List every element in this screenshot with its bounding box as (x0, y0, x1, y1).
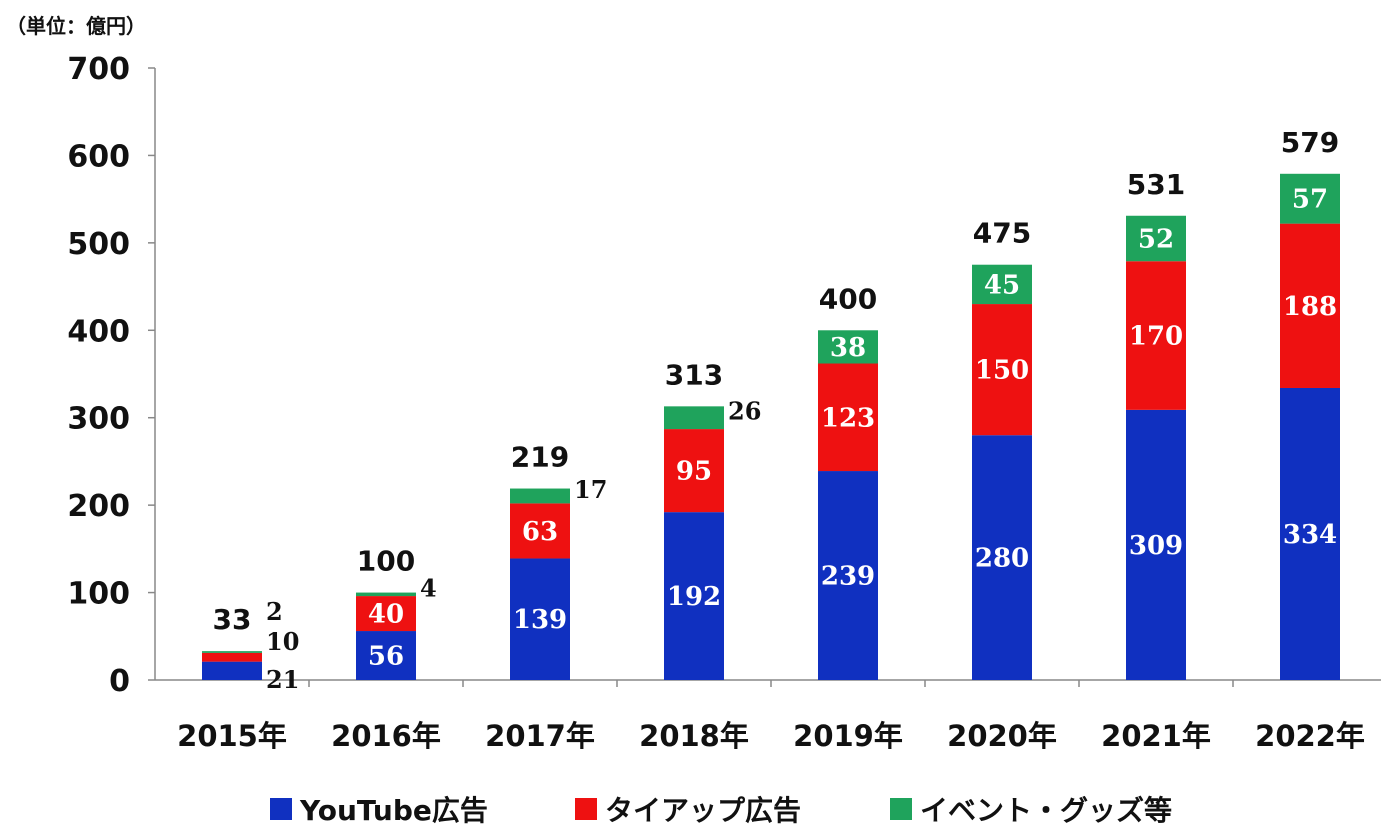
y-tick-label: 500 (67, 227, 130, 262)
bar-segment (818, 363, 878, 472)
legend-label: YouTube広告 (299, 794, 488, 827)
bar-segment (356, 596, 416, 632)
segment-value-label: 52 (1138, 224, 1174, 254)
bar-segment (664, 429, 724, 513)
segment-value-label: 170 (1129, 322, 1183, 352)
bar-segment (1126, 409, 1186, 680)
y-tick-label: 200 (67, 489, 130, 524)
total-label: 475 (973, 217, 1031, 250)
segment-value-label: 95 (676, 457, 712, 487)
segment-value-label: 17 (574, 475, 607, 504)
segment-value-label: 10 (266, 627, 299, 656)
segment-value-label: 56 (368, 642, 404, 672)
bar-segment (1126, 215, 1186, 262)
segment-value-label: 38 (830, 333, 866, 363)
bar-segment (202, 652, 262, 662)
bar-segment (202, 661, 262, 680)
bar-segment (1280, 387, 1340, 680)
segment-value-label: 192 (667, 582, 721, 612)
bar-segment (510, 558, 570, 680)
legend: YouTube広告 タイアップ広告 イベント・グッズ等 (270, 794, 1172, 827)
y-tick-label: 100 (67, 577, 130, 612)
bar-segment (202, 651, 262, 653)
bar-segment (818, 330, 878, 364)
segment-value-label: 4 (420, 573, 437, 602)
legend-swatch (575, 798, 597, 820)
x-tick-label: 2017年 (485, 719, 595, 753)
segment-value-label: 188 (1283, 292, 1337, 322)
y-tick-label: 700 (67, 52, 130, 87)
bar-segment (510, 488, 570, 504)
total-label: 313 (665, 358, 723, 391)
bar-segment (664, 406, 724, 430)
bar-segment (1126, 261, 1186, 410)
legend-swatch (270, 798, 292, 820)
y-tick-label: 300 (67, 402, 130, 437)
segment-value-label: 21 (266, 665, 299, 694)
legend-label: タイアップ広告 (605, 794, 801, 827)
segment-value-label: 63 (522, 517, 558, 547)
bar-segment (356, 631, 416, 680)
total-label: 33 (213, 603, 252, 636)
total-label: 400 (819, 282, 877, 315)
total-label: 579 (1281, 126, 1339, 159)
total-label: 100 (357, 545, 415, 578)
bar-segment (356, 592, 416, 597)
x-tick-label: 2016年 (331, 719, 441, 753)
segment-value-label: 57 (1292, 185, 1328, 215)
legend-swatch (890, 798, 912, 820)
segment-value-label: 150 (975, 356, 1029, 386)
x-tick-label: 2019年 (793, 719, 903, 753)
segment-value-label: 280 (975, 544, 1029, 574)
segment-value-label: 239 (821, 562, 875, 592)
segment-value-label: 334 (1283, 520, 1337, 550)
segment-value-label: 309 (1129, 531, 1183, 561)
bar-segment (818, 471, 878, 680)
y-tick-label: 600 (67, 139, 130, 174)
bar-segment (1280, 223, 1340, 388)
segment-value-label: 40 (368, 600, 404, 630)
total-label: 531 (1127, 168, 1185, 201)
bar-segment (1280, 173, 1340, 224)
bar-segment (972, 304, 1032, 436)
unit-label: （単位：億円） (6, 14, 146, 38)
y-tick-label: 0 (109, 664, 130, 699)
bar-segment (510, 503, 570, 559)
x-tick-label: 2020年 (947, 719, 1057, 753)
bar-segment (664, 512, 724, 680)
y-tick-label: 400 (67, 314, 130, 349)
segment-value-label: 123 (821, 403, 875, 433)
data-labels: 33 21 102 100 56 40 4 219 139 63 17 313 192 95 26 400 23… (213, 126, 1340, 694)
x-tick-label: 2022年 (1255, 719, 1365, 753)
bar-segment (972, 264, 1032, 305)
x-tick-label: 2015年 (177, 719, 287, 753)
total-label: 219 (511, 441, 569, 474)
segment-value-label: 26 (728, 397, 761, 426)
axes: 0 100 200 300 400 500 600 700 2015年 2016年 2017年 201… (67, 52, 1381, 753)
bars (202, 173, 1340, 680)
bar-segment (972, 435, 1032, 680)
segment-value-label: 45 (984, 270, 1020, 300)
x-tick-label: 2018年 (639, 719, 749, 753)
segment-value-label: 139 (513, 605, 567, 635)
segment-value-label: 2 (266, 597, 283, 626)
legend-label: イベント・グッズ等 (920, 794, 1172, 827)
x-tick-label: 2021年 (1101, 719, 1211, 753)
